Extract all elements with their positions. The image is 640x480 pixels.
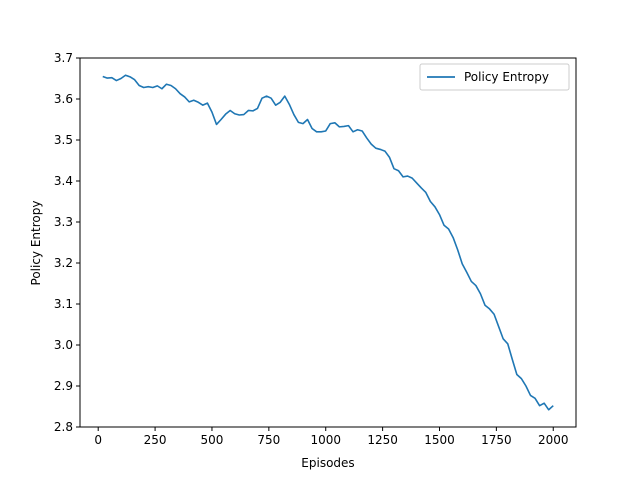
y-tick-label: 3.4 xyxy=(54,174,73,188)
y-tick-label: 2.8 xyxy=(54,420,73,434)
y-axis-label: Policy Entropy xyxy=(29,201,43,286)
y-tick-label: 3.2 xyxy=(54,256,73,270)
x-tick-label: 1500 xyxy=(424,433,455,447)
plot-area-border xyxy=(79,57,577,428)
axes-frame xyxy=(79,57,577,428)
y-tick-label: 3.3 xyxy=(54,215,73,229)
y-tick-label: 3.6 xyxy=(54,92,73,106)
axis-ticks: 0 250 500 750 1000 1250 1500 1750 2000 2.8 2.9 3.0 3… xyxy=(54,51,569,447)
x-tick-label: 2000 xyxy=(538,433,569,447)
x-axis-label: Episodes xyxy=(301,456,354,470)
y-tick-label: 3.5 xyxy=(54,133,73,147)
x-tick-label: 750 xyxy=(257,433,280,447)
series-layer xyxy=(102,74,554,411)
x-tick-label: 250 xyxy=(144,433,167,447)
y-tick-label: 3.0 xyxy=(54,338,73,352)
legend-label: Policy Entropy xyxy=(464,70,549,84)
legend-box xyxy=(419,63,570,91)
y-tick-label: 3.1 xyxy=(54,297,73,311)
x-tick-label: 500 xyxy=(201,433,224,447)
x-tick-label: 1750 xyxy=(481,433,512,447)
x-tick-label: 0 xyxy=(94,433,102,447)
legend: Policy Entropy xyxy=(419,63,570,91)
y-tick-label: 2.9 xyxy=(54,379,73,393)
x-tick-label: 1250 xyxy=(367,433,398,447)
series-line-0 xyxy=(102,74,554,411)
x-tick-label: 1000 xyxy=(310,433,341,447)
y-tick-label: 3.7 xyxy=(54,51,73,65)
